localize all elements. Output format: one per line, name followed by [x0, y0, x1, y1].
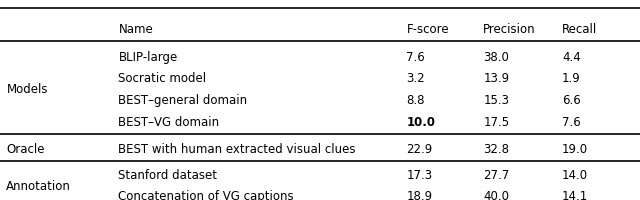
Text: 18.9: 18.9: [406, 189, 433, 200]
Text: 14.0: 14.0: [562, 169, 588, 181]
Text: 7.6: 7.6: [562, 115, 580, 128]
Text: 17.5: 17.5: [483, 115, 509, 128]
Text: 14.1: 14.1: [562, 189, 588, 200]
Text: 1.9: 1.9: [562, 72, 580, 85]
Text: 4.4: 4.4: [562, 51, 580, 63]
Text: Annotation: Annotation: [6, 179, 71, 192]
Text: 6.6: 6.6: [562, 94, 580, 106]
Text: 17.3: 17.3: [406, 169, 433, 181]
Text: 8.8: 8.8: [406, 94, 425, 106]
Text: Socratic model: Socratic model: [118, 72, 207, 85]
Text: Oracle: Oracle: [6, 142, 45, 155]
Text: Concatenation of VG captions: Concatenation of VG captions: [118, 189, 294, 200]
Text: 3.2: 3.2: [406, 72, 425, 85]
Text: 32.8: 32.8: [483, 142, 509, 155]
Text: Name: Name: [118, 23, 153, 35]
Text: BEST–general domain: BEST–general domain: [118, 94, 248, 106]
Text: BEST with human extracted visual clues: BEST with human extracted visual clues: [118, 142, 356, 155]
Text: F-score: F-score: [406, 23, 449, 35]
Text: BLIP-large: BLIP-large: [118, 51, 178, 63]
Text: 40.0: 40.0: [483, 189, 509, 200]
Text: BEST–VG domain: BEST–VG domain: [118, 115, 220, 128]
Text: 19.0: 19.0: [562, 142, 588, 155]
Text: Models: Models: [6, 83, 48, 96]
Text: Stanford dataset: Stanford dataset: [118, 169, 218, 181]
Text: 7.6: 7.6: [406, 51, 425, 63]
Text: Recall: Recall: [562, 23, 597, 35]
Text: 22.9: 22.9: [406, 142, 433, 155]
Text: 13.9: 13.9: [483, 72, 509, 85]
Text: 10.0: 10.0: [406, 115, 435, 128]
Text: 27.7: 27.7: [483, 169, 509, 181]
Text: 15.3: 15.3: [483, 94, 509, 106]
Text: 38.0: 38.0: [483, 51, 509, 63]
Text: Precision: Precision: [483, 23, 536, 35]
